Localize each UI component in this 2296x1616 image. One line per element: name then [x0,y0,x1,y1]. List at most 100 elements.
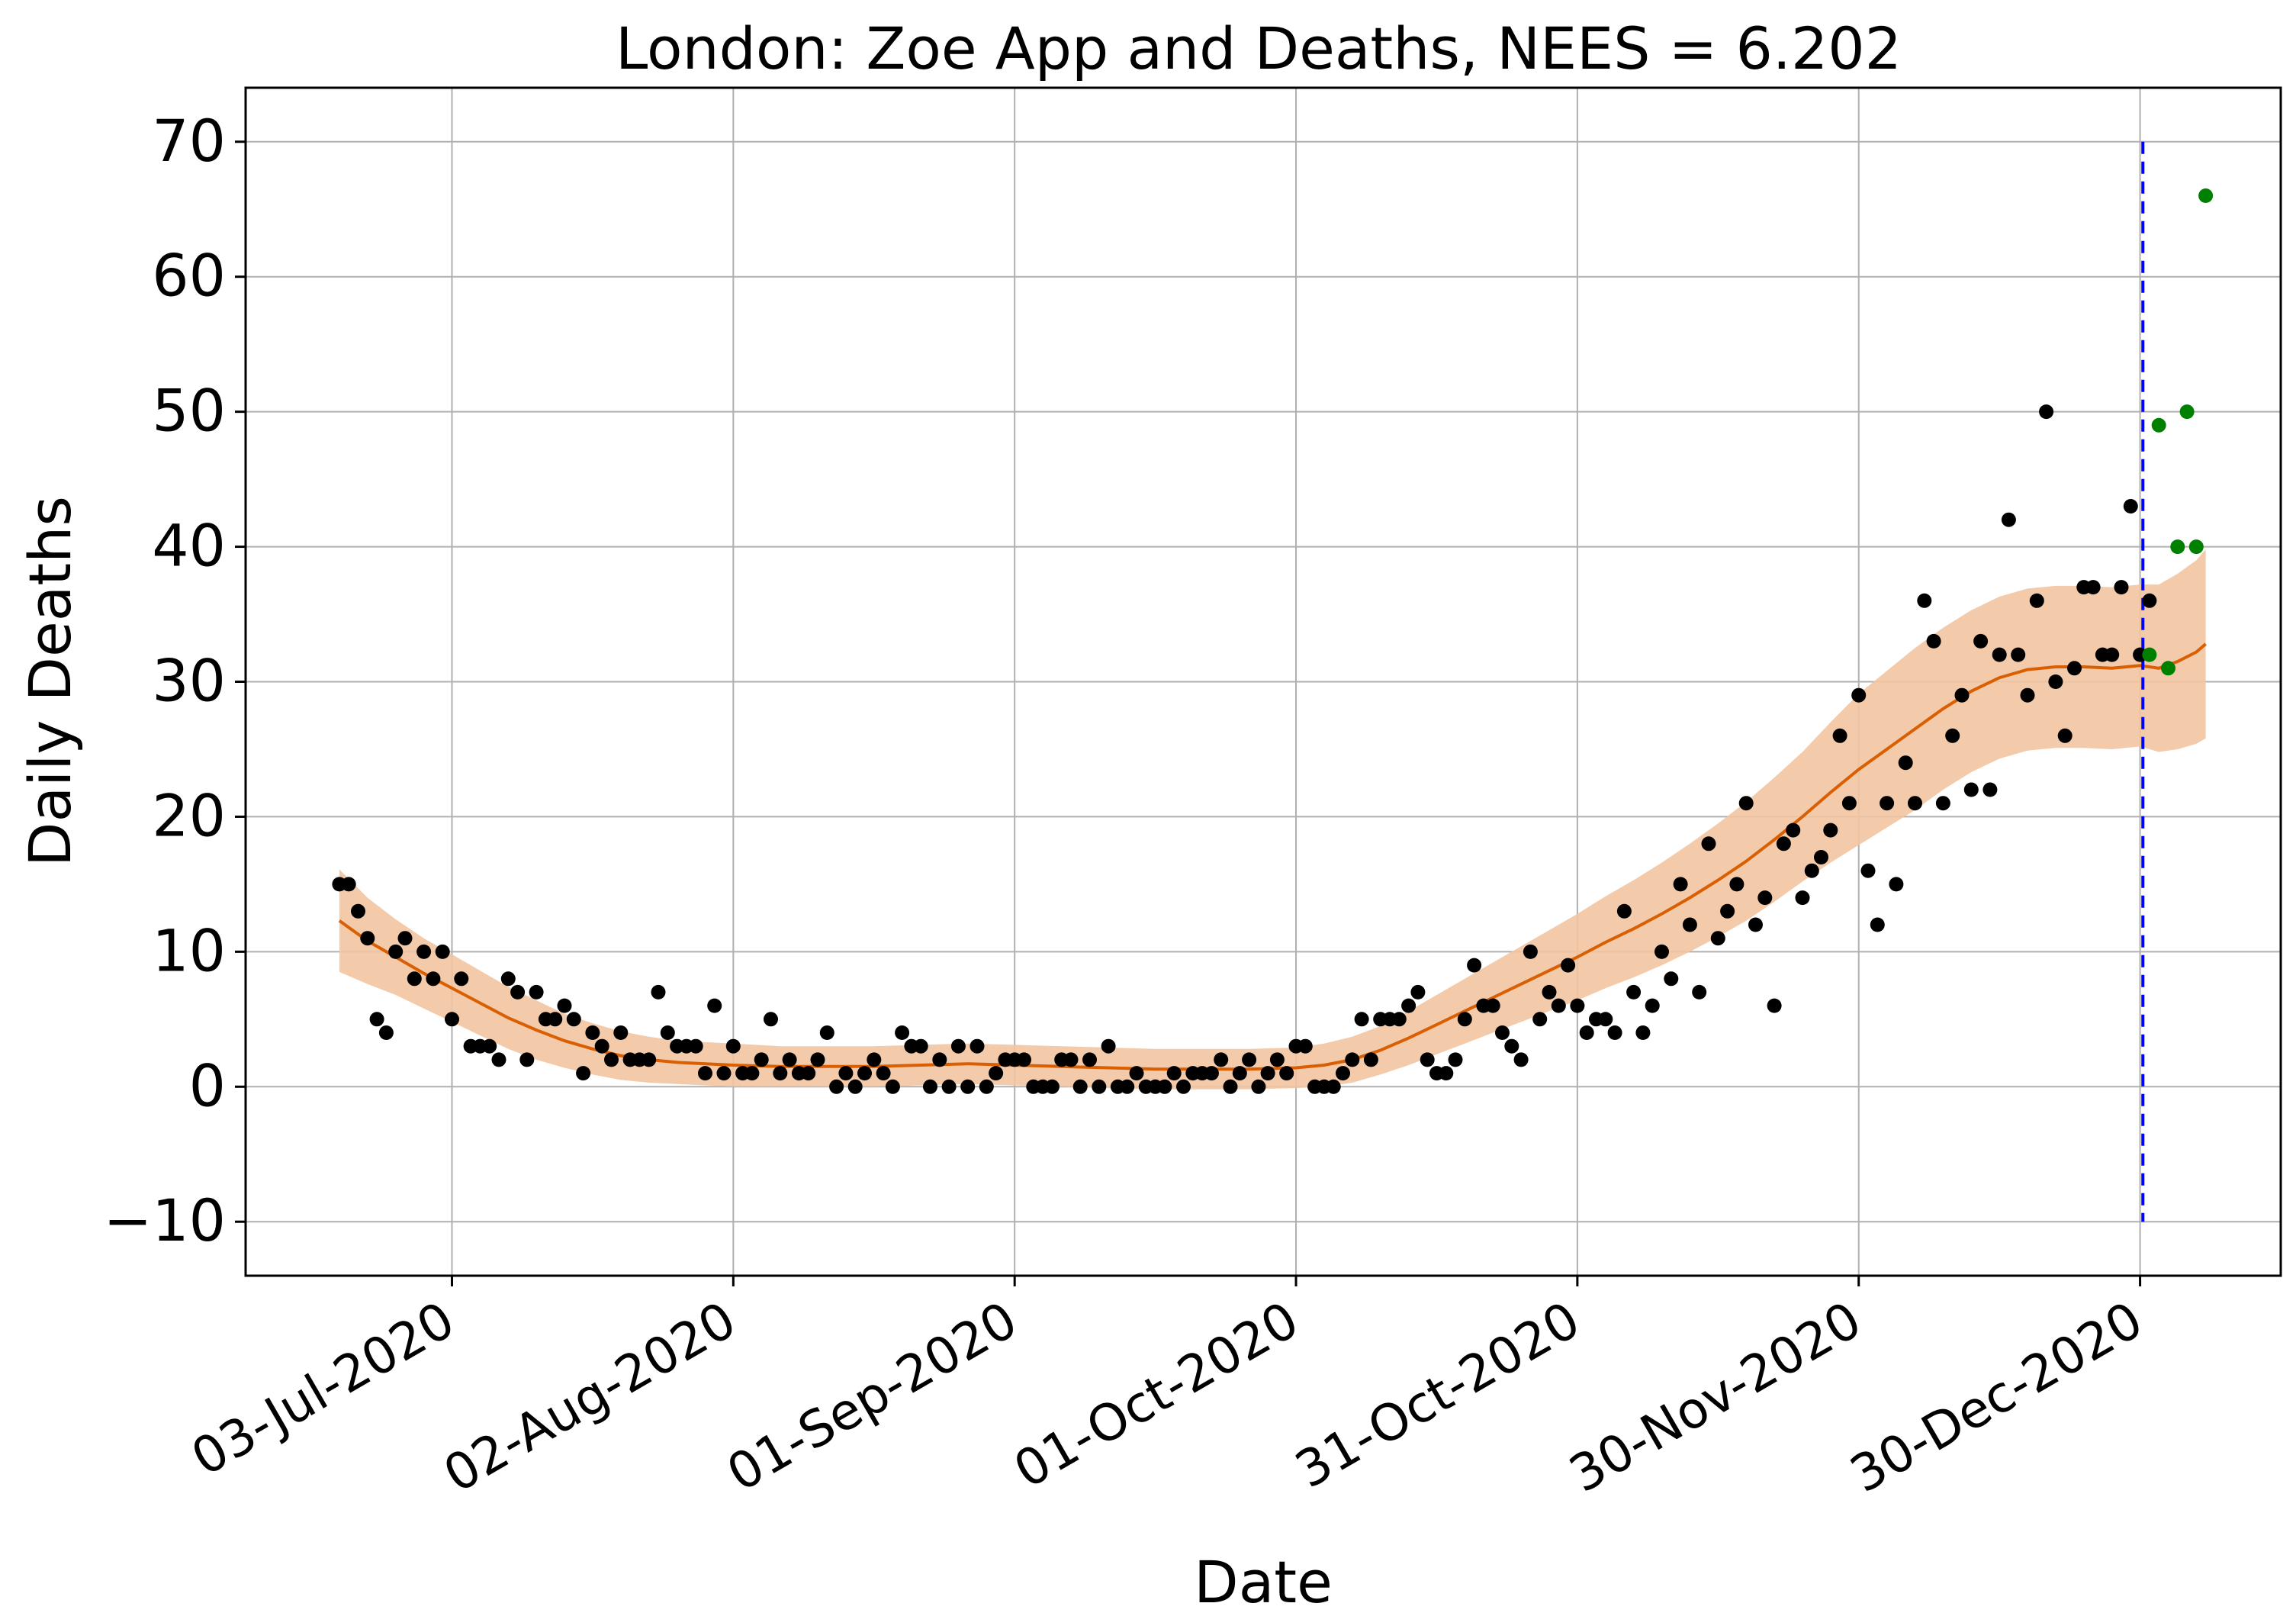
observed-point [698,1066,712,1081]
observed-point [1673,877,1688,892]
observed-point [744,1066,760,1081]
observed-point [1232,1066,1247,1081]
observed-point [829,1079,844,1094]
observed-point [1092,1079,1107,1094]
observed-point [2105,647,2120,662]
observed-point [1645,998,1660,1013]
observed-point [2067,661,2082,676]
observed-point [707,998,722,1013]
observed-point [1420,1052,1435,1067]
observed-point [1626,984,1642,1000]
observed-point [2039,404,2054,420]
observed-point [1917,593,1932,608]
observed-point [1495,1025,1510,1040]
y-tick-label: 10 [152,916,226,984]
observed-point [819,1025,834,1040]
observed-point [1063,1052,1079,1067]
observed-point [970,1038,985,1054]
observed-point [407,971,422,987]
observed-point [1607,1025,1622,1040]
observed-point [1954,687,1970,703]
observed-point [1223,1079,1238,1094]
y-tick-label: 70 [152,107,226,175]
observed-point [2011,647,2026,662]
observed-point [1044,1079,1060,1094]
observed-point [1523,944,1538,959]
observed-point [1832,728,1847,743]
observed-point [847,1079,863,1094]
observed-point [895,1025,910,1040]
observed-point [2123,499,2138,513]
observed-point [2142,593,2157,608]
observed-point [1814,850,1828,864]
observed-point [500,971,516,987]
observed-point [1561,958,1576,973]
observed-point [1570,998,1585,1013]
observed-point [1082,1052,1097,1067]
observed-point [2114,580,2129,595]
observed-point [1129,1066,1144,1081]
observed-point [1532,1012,1548,1027]
observed-point [1448,1052,1463,1067]
observed-point [1101,1038,1116,1054]
observed-point [594,1038,609,1054]
observed-point [1242,1052,1257,1067]
observed-point [378,1025,394,1040]
observed-point [1654,944,1669,959]
observed-point [1767,998,1782,1013]
observed-point [1870,917,1885,932]
y-axis-ticks: −10 0 10 20 30 40 50 60 70 [104,107,246,1254]
observed-point [1729,877,1745,892]
observed-point [1513,1052,1529,1067]
observed-point [416,944,432,959]
future-point [2151,417,2166,433]
future-point [2179,404,2195,420]
observed-point [1963,782,1979,797]
x-axis-label: Date [1194,1548,1333,1616]
observed-point [1391,1012,1407,1027]
observed-point [388,944,404,959]
observed-point [1504,1038,1519,1054]
observed-point [1410,984,1426,1000]
observed-point [1692,984,1707,1000]
observed-point [341,877,356,892]
observed-point [2057,728,2073,743]
observed-point [1298,1038,1313,1054]
observed-point [1701,836,1716,851]
y-axis-label: Daily Deaths [16,496,84,867]
observed-point [960,1079,976,1094]
observed-point [529,984,544,1000]
observed-point [1485,998,1500,1013]
observed-point [2001,512,2016,527]
observed-point [716,1066,732,1081]
observed-point [885,1079,900,1094]
observed-point [1260,1066,1275,1081]
observed-point [725,1038,741,1054]
observed-point [1804,863,1819,878]
observed-point [1542,984,1557,1000]
estimate-line [338,642,2207,1071]
observed-point [1926,633,1941,649]
observed-point [1551,998,1566,1013]
observed-point [1748,917,1763,932]
observed-point [1269,1052,1285,1067]
observed-point [557,998,572,1013]
observed-point [351,903,365,919]
observed-point [688,1038,703,1054]
observed-point [838,1066,854,1081]
observed-point [1738,796,1754,811]
observed-point [923,1079,937,1094]
observed-point [979,1079,994,1094]
observed-point [941,1079,957,1094]
future-point [2170,539,2185,555]
observed-point [1710,931,1725,946]
observed-point [1945,728,1960,743]
observed-point [1467,958,1482,973]
observed-point [642,1052,657,1067]
observed-point [454,971,469,987]
observed-point [950,1038,966,1054]
observed-point [445,1012,459,1027]
observed-point [1598,1012,1613,1027]
observed-point [1166,1066,1182,1081]
